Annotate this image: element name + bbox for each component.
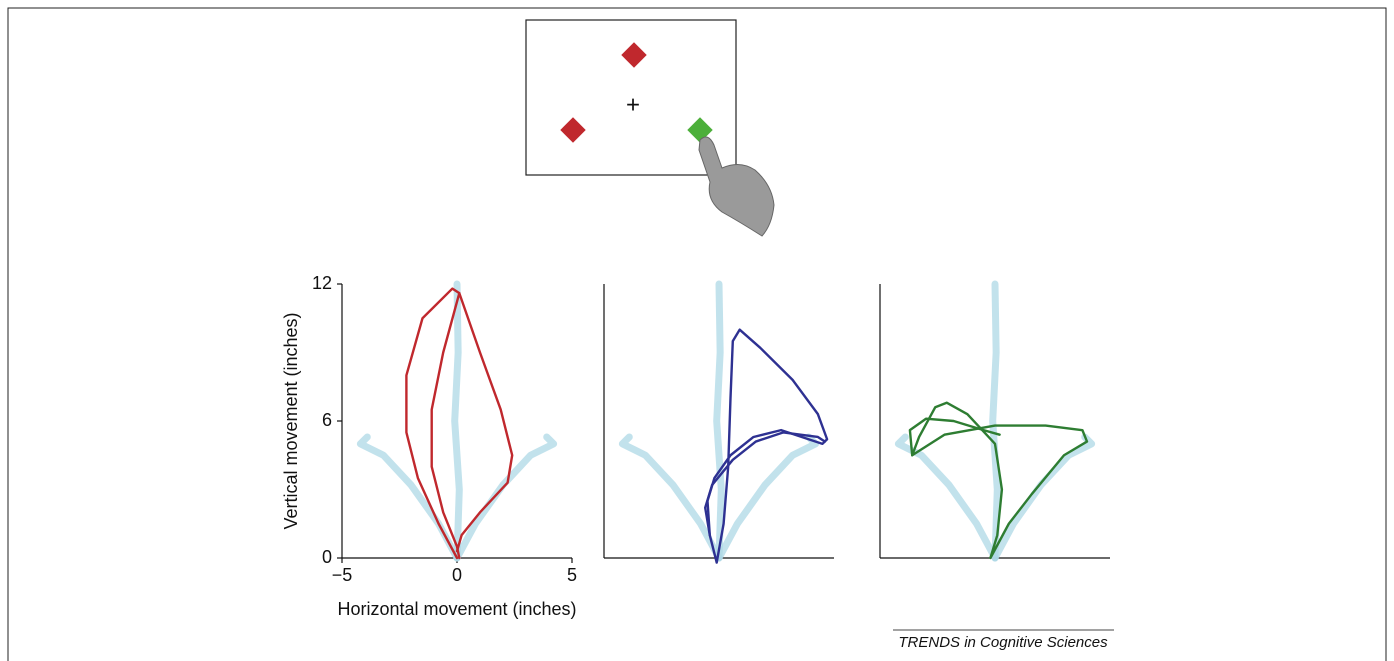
target-diamond [687,117,713,143]
trajectory [908,417,1001,457]
background-trajectory [989,280,1001,562]
fixation-cross: + [626,91,640,118]
y-axis-label: Vertical movement (inches) [281,312,301,529]
background-trajectory [453,433,558,562]
background-trajectory [894,433,999,562]
x-tick-label: 0 [452,565,462,585]
background-trajectory [713,280,725,562]
hand-icon [698,136,775,237]
frame [7,7,1387,661]
target-diamond [621,42,647,68]
y-tick-label: 12 [312,273,332,293]
trajectory [704,431,826,537]
background-trajectory [991,433,1096,562]
background-trajectory [356,433,461,562]
x-tick-label: −5 [332,565,353,585]
y-tick-label: 6 [322,410,332,430]
trajectory [430,291,461,560]
background-trajectory [451,280,463,562]
y-tick-label: 0 [322,547,332,567]
trajectory [911,401,1089,560]
background-trajectory [715,433,820,562]
x-tick-label: 5 [567,565,577,585]
background-trajectory [618,433,723,562]
credit: TRENDS in Cognitive Sciences [898,634,1108,651]
target-diamond [560,117,586,143]
x-axis-label: Horizontal movement (inches) [337,599,576,619]
